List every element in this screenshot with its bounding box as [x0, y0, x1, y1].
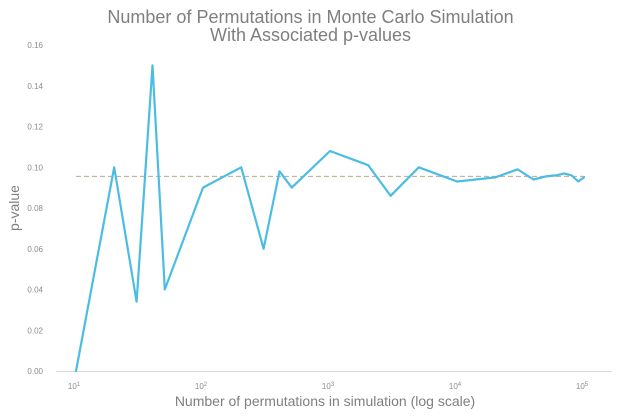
y-tick-label: 0.06	[27, 245, 43, 254]
series-line-1	[74, 64, 586, 373]
y-axis-ticks: 0.00 0.02 0.04 0.06 0.08 0.10 0.12 0.14 0.16	[27, 41, 43, 376]
chart-title: Number of Permutations in Monte Carlo Si…	[107, 7, 514, 27]
x-tick-label: 105	[576, 382, 589, 391]
y-tick-label: 0.04	[27, 286, 43, 295]
x-tick-label: 101	[68, 382, 81, 391]
y-tick-label: 0.02	[27, 326, 43, 335]
series-group	[74, 64, 586, 373]
y-tick-label: 0.16	[27, 41, 43, 50]
x-tick-label: 104	[449, 382, 462, 391]
y-tick-label: 0.12	[27, 123, 43, 132]
x-axis-label: Number of permutations in simulation (lo…	[175, 393, 475, 409]
x-tick-label: 103	[322, 382, 335, 391]
y-axis-label: p-value	[6, 185, 22, 231]
x-tick-label: 102	[195, 382, 208, 391]
x-axis-ticks: 101 102 103 104 105	[68, 382, 589, 391]
y-tick-label: 0.10	[27, 163, 43, 172]
chart-subtitle: With Associated p-values	[209, 25, 412, 45]
y-tick-label: 0.00	[27, 367, 43, 376]
y-tick-label: 0.14	[27, 82, 43, 91]
y-tick-label: 0.08	[27, 204, 43, 213]
